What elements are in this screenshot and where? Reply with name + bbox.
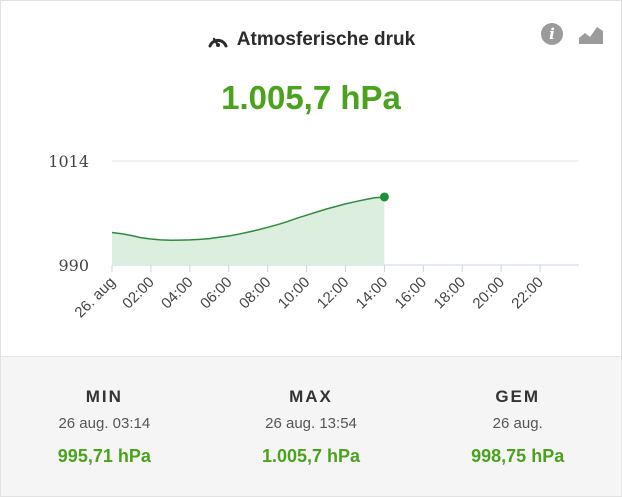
x-tick-label: 26. aug <box>71 274 118 321</box>
stat-avg: GEM 26 aug. 998,75 hPa <box>414 357 621 496</box>
stat-time: 26 aug. 03:14 <box>58 415 151 432</box>
stat-label: GEM <box>495 387 541 406</box>
y-tick-label: 990 <box>58 256 89 275</box>
last-point-marker <box>379 192 389 202</box>
y-tick-label: 1014 <box>48 152 89 171</box>
stat-max: MAX 26 aug. 13:54 1.005,7 hPa <box>208 357 415 496</box>
stat-value: 998,75 hPa <box>471 446 565 466</box>
stat-label: MAX <box>289 387 333 406</box>
info-icon[interactable]: i <box>541 23 563 45</box>
series-line <box>111 196 385 242</box>
stat-label: MIN <box>85 387 123 406</box>
x-tick-label: 20:00 <box>469 274 508 313</box>
x-tick-label: 02:00 <box>119 274 158 313</box>
stat-value: 1.005,7 hPa <box>261 446 361 466</box>
stat-value: 995,71 hPa <box>57 446 151 466</box>
x-tick-label: 12:00 <box>314 274 353 313</box>
x-tick-label: 16:00 <box>392 274 431 313</box>
card-title: Atmosferische druk <box>236 29 416 50</box>
x-tick-label: 18:00 <box>431 274 470 313</box>
stat-time: 26 aug. <box>492 415 543 432</box>
series-area <box>112 197 385 265</box>
card-header: Atmosferische druk <box>1 29 621 51</box>
stat-min: MIN 26 aug. 03:14 995,71 hPa <box>1 357 208 496</box>
stats-panel: MIN 26 aug. 03:14 995,71 hPa MAX 26 aug.… <box>1 356 621 496</box>
x-tick-label: 08:00 <box>236 274 275 313</box>
current-value: 1.005,7 hPa <box>221 79 401 116</box>
top-icons: i <box>541 23 603 45</box>
area-chart-icon[interactable] <box>579 24 603 44</box>
x-tick-label: 06:00 <box>197 274 236 313</box>
x-tick-label: 10:00 <box>275 274 314 313</box>
stat-time: 26 aug. 13:54 <box>265 415 357 432</box>
x-tick-label: 22:00 <box>508 274 547 313</box>
x-tick-label: 04:00 <box>158 274 197 313</box>
gauge-icon <box>208 37 228 48</box>
x-tick-label: 14:00 <box>353 274 392 313</box>
